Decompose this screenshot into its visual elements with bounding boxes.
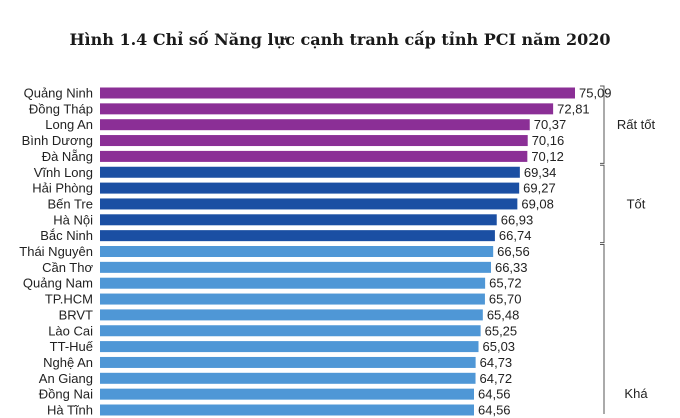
value-label: 65,72 bbox=[489, 276, 522, 291]
group-label: Khá bbox=[624, 386, 648, 401]
group-label: Rất tốt bbox=[617, 117, 656, 132]
bar bbox=[100, 261, 491, 273]
value-label: 66,74 bbox=[499, 228, 532, 243]
category-label: Cần Thơ bbox=[42, 260, 93, 275]
bar bbox=[100, 293, 485, 305]
category-label: Long An bbox=[45, 117, 93, 132]
bar bbox=[100, 356, 476, 368]
value-label: 66,56 bbox=[497, 244, 530, 259]
value-label: 65,48 bbox=[487, 307, 520, 322]
category-label: Nghệ An bbox=[43, 355, 93, 370]
value-label: 70,12 bbox=[531, 149, 564, 164]
value-label: 64,72 bbox=[480, 371, 513, 386]
category-label: Hà Nội bbox=[53, 212, 93, 227]
bar bbox=[100, 198, 518, 210]
group-label: Tốt bbox=[627, 196, 646, 211]
group-bracket bbox=[600, 244, 605, 414]
bar bbox=[100, 230, 495, 242]
bar bbox=[100, 135, 528, 147]
bar bbox=[100, 182, 520, 194]
category-label: Quảng Ninh bbox=[24, 86, 93, 101]
value-label: 65,70 bbox=[489, 292, 522, 307]
value-label: 64,56 bbox=[478, 403, 511, 418]
bar bbox=[100, 325, 481, 337]
category-label: TP.HCM bbox=[45, 292, 93, 307]
bar bbox=[100, 388, 474, 400]
category-label: Bắc Ninh bbox=[40, 228, 93, 243]
bar bbox=[100, 119, 530, 131]
category-label: Hà Tĩnh bbox=[47, 403, 93, 418]
group-bracket bbox=[600, 164, 605, 244]
value-label: 70,37 bbox=[534, 117, 567, 132]
category-label: TT-Huế bbox=[50, 339, 94, 354]
bar bbox=[100, 214, 497, 226]
value-label: 66,93 bbox=[501, 212, 534, 227]
category-label: Đồng Nai bbox=[39, 387, 93, 402]
value-label: 69,08 bbox=[521, 196, 554, 211]
value-label: 70,16 bbox=[532, 133, 565, 148]
chart-title: Hình 1.4 Chỉ số Năng lực cạnh tranh cấp … bbox=[69, 30, 611, 49]
bar bbox=[100, 87, 575, 99]
category-label: Hải Phòng bbox=[32, 181, 93, 196]
bar bbox=[100, 372, 476, 384]
category-label: Quảng Nam bbox=[23, 276, 93, 291]
bar bbox=[100, 404, 474, 416]
category-label: Lào Cai bbox=[48, 323, 93, 338]
bar bbox=[100, 103, 554, 115]
category-label: Vĩnh Long bbox=[34, 165, 93, 180]
bar bbox=[100, 166, 520, 178]
category-label: Bình Dương bbox=[22, 133, 93, 148]
bar bbox=[100, 341, 479, 353]
category-label: BRVT bbox=[59, 307, 93, 322]
value-label: 66,33 bbox=[495, 260, 528, 275]
bar bbox=[100, 309, 483, 321]
category-label: Đồng Tháp bbox=[29, 101, 93, 116]
group-bracket bbox=[600, 85, 605, 164]
value-label: 65,03 bbox=[483, 339, 516, 354]
category-label: An Giang bbox=[39, 371, 93, 386]
bar bbox=[100, 246, 494, 257]
value-label: 75,09 bbox=[579, 86, 612, 101]
value-label: 69,34 bbox=[524, 165, 557, 180]
value-label: 64,73 bbox=[480, 355, 513, 370]
value-label: 64,56 bbox=[478, 387, 511, 402]
value-label: 65,25 bbox=[485, 323, 518, 338]
bar bbox=[100, 277, 486, 289]
category-label: Đà Nẵng bbox=[42, 149, 93, 164]
category-label: Bến Tre bbox=[47, 196, 93, 211]
category-label: Thái Nguyên bbox=[19, 244, 93, 259]
bar bbox=[100, 150, 528, 162]
value-label: 69,27 bbox=[523, 181, 556, 196]
value-label: 72,81 bbox=[557, 101, 590, 116]
